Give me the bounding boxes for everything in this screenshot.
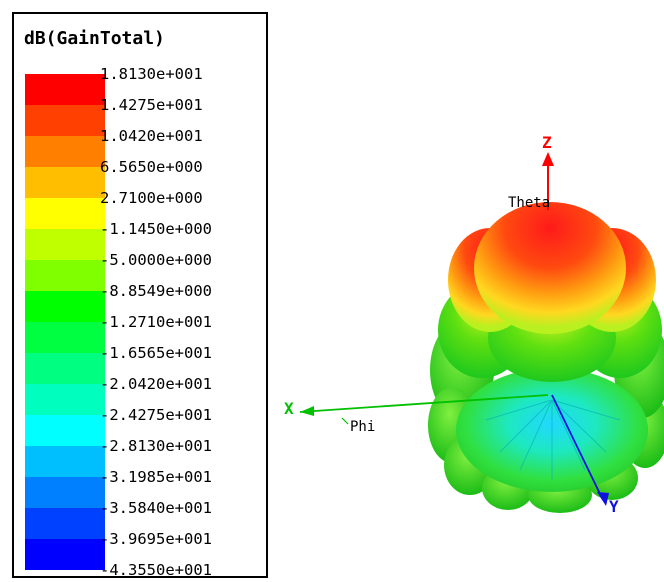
legend-title: dB(GainTotal) — [24, 28, 165, 49]
radiation-pattern-plot: Z X Y Theta Phi — [284, 133, 664, 516]
colorbar-swatch — [25, 446, 105, 477]
colorbar-swatch — [25, 384, 105, 415]
colorbar-swatch — [25, 229, 105, 260]
colorbar-legend: dB(GainTotal) 1.8130e+001 1.4275e+001 1.04… — [12, 12, 268, 579]
colorbar-swatch — [25, 260, 105, 291]
main-lobe — [448, 202, 656, 334]
colorbar-tick-label: -2.8130e+001 — [100, 437, 212, 455]
z-axis-arrow — [542, 152, 554, 166]
colorbar-tick-label: -3.5840e+001 — [100, 499, 212, 517]
colorbar-swatch — [25, 353, 105, 384]
z-axis-label: Z — [542, 133, 552, 152]
colorbar-tick-label: -2.0420e+001 — [100, 375, 212, 393]
theta-label: Theta — [508, 195, 550, 211]
colorbar-tick-label: 6.5650e+000 — [100, 158, 203, 176]
colorbar-tick-label: -1.1450e+000 — [100, 220, 212, 238]
colorbar-swatch — [25, 477, 105, 508]
colorbar-swatch — [25, 508, 105, 539]
colorbar-tick-label: 1.0420e+001 — [100, 127, 203, 145]
colorbar-tick-label: -8.8549e+000 — [100, 282, 212, 300]
y-axis-label: Y — [609, 497, 619, 516]
colorbar-tick-label: -3.1985e+001 — [100, 468, 212, 486]
colorbar-tick-label: -4.3550e+001 — [100, 561, 212, 579]
colorbar-tick-label: -1.6565e+001 — [100, 344, 212, 362]
colorbar-swatch — [25, 322, 105, 353]
colorbar-swatch — [25, 136, 105, 167]
x-axis-arrow — [300, 406, 314, 416]
phi-arc — [341, 417, 349, 425]
colorbar-swatch — [25, 74, 105, 105]
colorbar-tick-label: -1.2710e+001 — [100, 313, 212, 331]
colorbar-tick-label: -5.0000e+000 — [100, 251, 212, 269]
colorbar-swatch — [25, 291, 105, 322]
bottom-ridges — [485, 399, 621, 480]
colorbar-swatch — [25, 105, 105, 136]
colorbar-tick-label: -3.9695e+001 — [100, 530, 212, 548]
colorbar-swatch — [25, 167, 105, 198]
y-axis-arrow — [597, 492, 609, 506]
colorbar-swatch — [25, 198, 105, 229]
y-axis-line — [551, 394, 604, 501]
colorbar-tick-label: 2.7100e+000 — [100, 189, 203, 207]
x-axis-label: X — [284, 399, 294, 418]
colorbar-swatch — [25, 415, 105, 446]
colorbar-tick-label: 1.8130e+001 — [100, 65, 203, 83]
axes — [299, 152, 609, 506]
colorbar-tick-label: -2.4275e+001 — [100, 406, 212, 424]
x-axis-line — [299, 394, 549, 413]
colorbar-swatch — [25, 539, 105, 570]
colorbar-tick-label: 1.4275e+001 — [100, 96, 203, 114]
phi-label: Phi — [350, 419, 375, 435]
